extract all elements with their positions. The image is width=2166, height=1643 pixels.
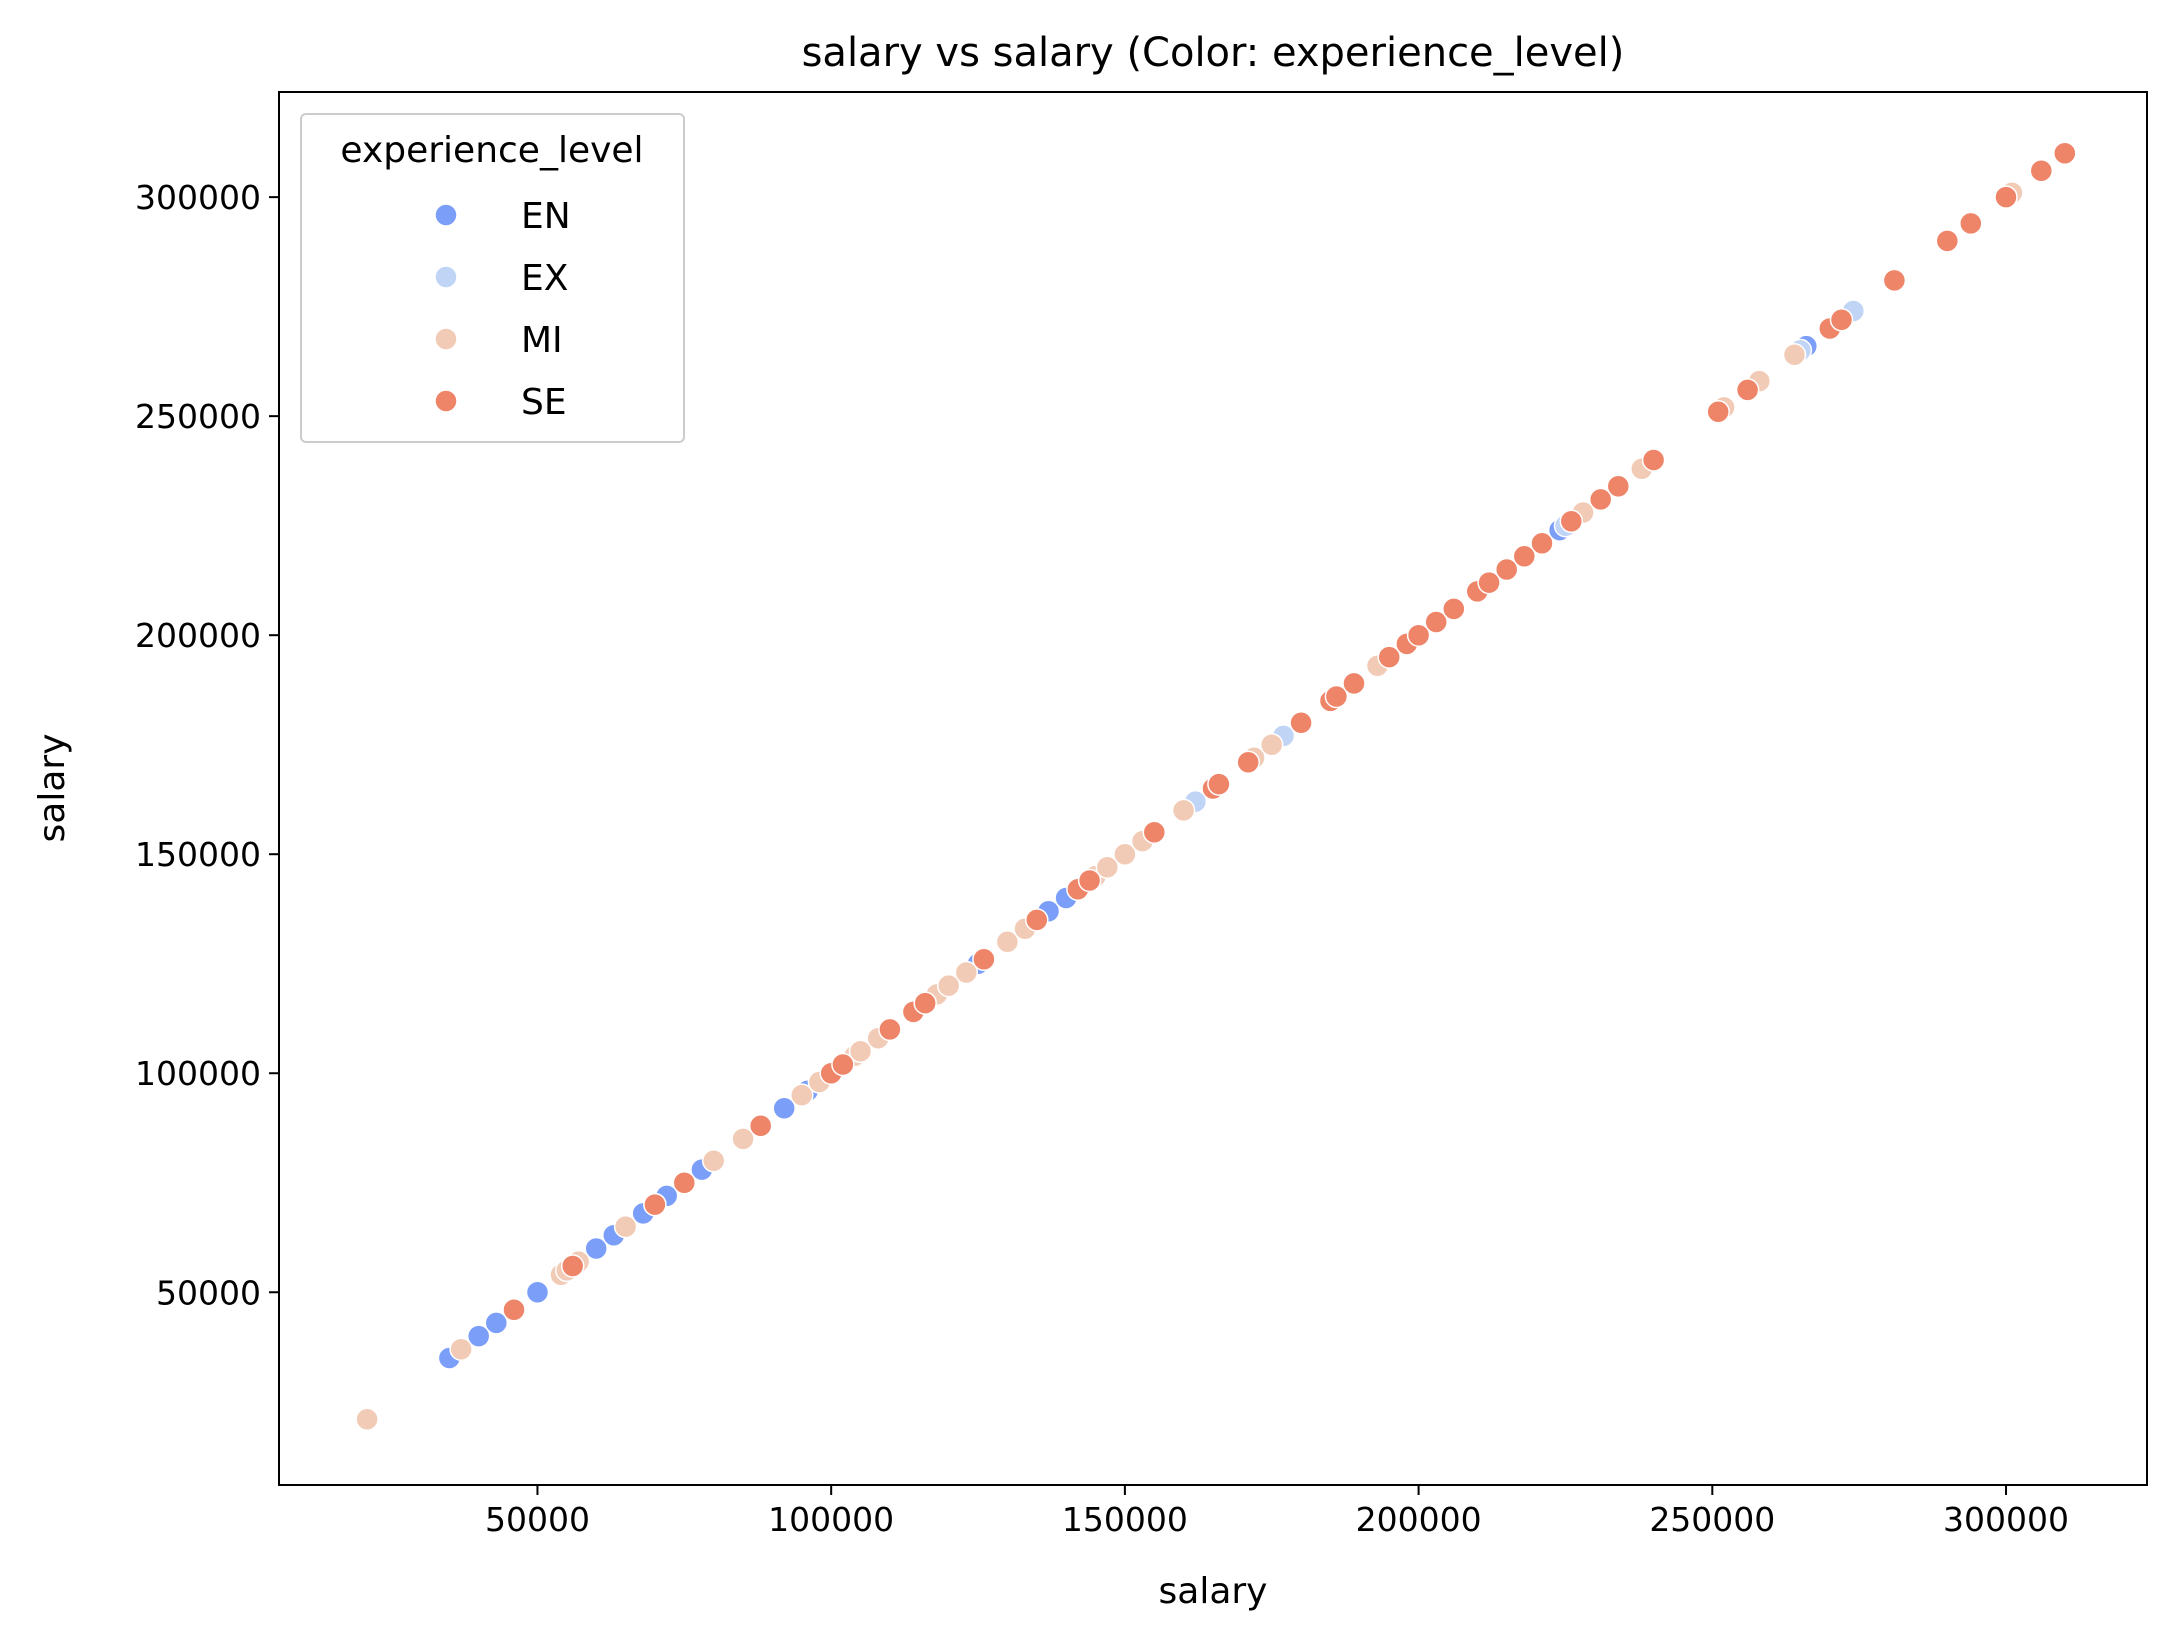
y-tick-label: 100000 bbox=[135, 1054, 261, 1093]
data-point-se bbox=[1959, 211, 1983, 236]
data-point-se bbox=[1641, 448, 1666, 472]
data-point-se bbox=[1142, 820, 1167, 845]
data-point-se bbox=[972, 947, 996, 972]
data-point-mi bbox=[731, 1127, 755, 1151]
data-point-mi bbox=[613, 1214, 638, 1239]
data-point-se bbox=[1606, 474, 1631, 498]
data-point-se bbox=[1477, 570, 1501, 595]
y-axis-ticks: 50000 100000 150000 200000 250000 300000 bbox=[135, 178, 279, 1312]
data-point-se bbox=[1994, 185, 2018, 209]
data-point-se bbox=[748, 1114, 773, 1138]
chart-title: salary vs salary (Color: experience_leve… bbox=[802, 30, 1625, 76]
data-point-mi bbox=[936, 973, 961, 998]
legend-marker-mi bbox=[434, 327, 458, 351]
data-point-en bbox=[466, 1324, 491, 1348]
data-point-mi bbox=[1095, 855, 1120, 880]
data-point-se bbox=[1494, 557, 1519, 582]
x-tick-label: 200000 bbox=[1356, 1500, 1482, 1539]
data-point-se bbox=[672, 1170, 697, 1195]
y-axis-label: salary bbox=[32, 734, 73, 843]
data-point-en bbox=[772, 1096, 796, 1121]
data-point-se bbox=[1442, 597, 1466, 621]
data-point-se bbox=[1324, 684, 1349, 709]
x-axis-label: salary bbox=[1159, 1571, 1268, 1612]
x-tick-label: 100000 bbox=[768, 1500, 894, 1539]
legend-label-ex: EX bbox=[521, 258, 568, 299]
data-point-se bbox=[1207, 772, 1231, 796]
data-point-mi bbox=[790, 1083, 814, 1107]
data-point-se bbox=[1377, 645, 1401, 669]
data-point-se bbox=[1829, 308, 1854, 332]
data-point-mi bbox=[1782, 343, 1807, 367]
data-point-se bbox=[1530, 531, 1554, 555]
y-tick-label: 150000 bbox=[135, 835, 261, 874]
y-tick-label: 50000 bbox=[156, 1273, 261, 1312]
data-point-mi bbox=[701, 1149, 726, 1173]
data-point-se bbox=[1077, 868, 1102, 893]
x-tick-label: 150000 bbox=[1062, 1500, 1188, 1539]
x-tick-label: 300000 bbox=[1943, 1500, 2069, 1539]
legend-label-en: EN bbox=[521, 196, 571, 237]
data-point-se bbox=[1735, 378, 1760, 402]
data-point-mi bbox=[954, 960, 979, 985]
data-point-se bbox=[502, 1298, 526, 1322]
x-tick-label: 250000 bbox=[1649, 1500, 1775, 1539]
legend-label-mi: MI bbox=[521, 320, 563, 361]
points-layer bbox=[355, 141, 2077, 1432]
data-point-mi bbox=[1171, 798, 1196, 823]
plot-area-frame bbox=[278, 91, 2148, 1486]
data-point-se bbox=[560, 1254, 585, 1278]
data-point-se bbox=[1289, 711, 1313, 735]
data-point-se bbox=[2053, 141, 2077, 166]
data-point-se bbox=[878, 1017, 902, 1042]
data-point-en bbox=[484, 1311, 509, 1335]
data-point-mi bbox=[355, 1407, 379, 1432]
data-point-en bbox=[525, 1280, 550, 1305]
data-point-se bbox=[1512, 544, 1537, 569]
data-point-se bbox=[1882, 268, 1907, 293]
data-point-se bbox=[913, 991, 937, 1015]
data-point-en bbox=[584, 1236, 608, 1261]
x-axis-ticks: 50000 100000 150000 200000 250000 300000 bbox=[485, 1485, 2069, 1539]
data-point-mi bbox=[1113, 842, 1137, 866]
data-point-mi bbox=[995, 930, 1020, 954]
legend-marker-en bbox=[434, 203, 458, 227]
y-tick-label: 250000 bbox=[135, 397, 261, 436]
data-point-se bbox=[831, 1052, 855, 1077]
data-point-se bbox=[1025, 908, 1049, 932]
data-point-se bbox=[1406, 623, 1431, 647]
legend-label-se: SE bbox=[521, 382, 567, 423]
legend-items: EN EX MI SE bbox=[434, 196, 571, 423]
legend-frame bbox=[300, 113, 685, 443]
legend-title: experience_level bbox=[340, 130, 643, 171]
data-point-se bbox=[1559, 509, 1584, 534]
y-tick-label: 300000 bbox=[135, 178, 261, 217]
data-point-se bbox=[1236, 750, 1260, 774]
data-point-se bbox=[643, 1192, 667, 1217]
legend-marker-se bbox=[434, 389, 458, 413]
data-point-se bbox=[1588, 487, 1613, 512]
data-point-se bbox=[1424, 610, 1448, 634]
y-tick-label: 200000 bbox=[135, 616, 261, 655]
data-point-se bbox=[2029, 159, 2054, 183]
data-point-se bbox=[1342, 671, 1366, 696]
x-tick-label: 50000 bbox=[485, 1500, 590, 1539]
data-point-se bbox=[1706, 400, 1730, 424]
data-point-mi bbox=[1259, 732, 1284, 757]
legend-marker-ex bbox=[434, 265, 458, 289]
data-point-mi bbox=[449, 1337, 473, 1361]
data-point-mi bbox=[848, 1039, 873, 1064]
data-point-se bbox=[1935, 229, 1960, 253]
legend: experience_level EN EX MI SE bbox=[300, 113, 685, 443]
